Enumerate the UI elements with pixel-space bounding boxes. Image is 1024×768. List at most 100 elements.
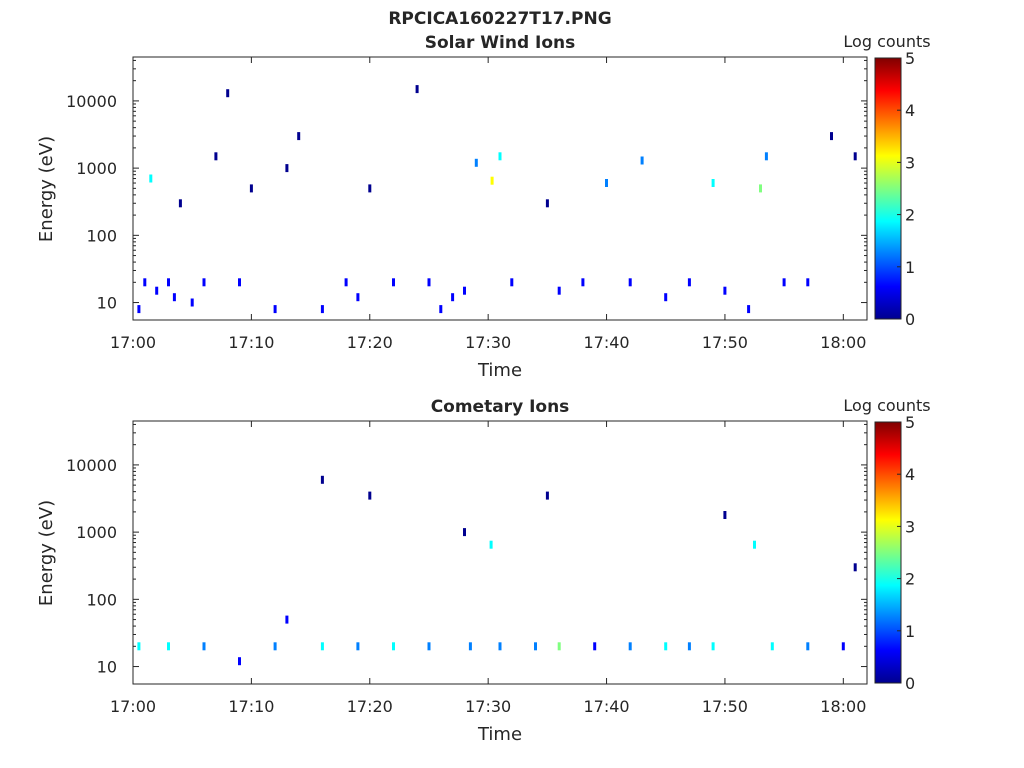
data-cell	[759, 184, 762, 193]
y-axis-label: Energy (eV)	[36, 500, 57, 606]
data-cell	[545, 199, 549, 208]
data-cell	[489, 540, 493, 549]
colorbar-tick-label: 4	[905, 101, 915, 120]
x-tick-label: 17:10	[228, 333, 274, 352]
y-tick-label: 100	[86, 590, 117, 609]
data-cell	[782, 278, 786, 287]
x-tick-label: 17:00	[110, 697, 156, 716]
colorbar-label: Log counts	[843, 32, 930, 51]
data-cell	[498, 152, 502, 161]
data-cell	[841, 642, 845, 651]
data-cell	[474, 158, 478, 167]
data-cell	[628, 642, 632, 651]
data-cell	[439, 305, 443, 314]
data-cell	[415, 85, 419, 94]
data-cell	[368, 184, 372, 193]
x-tick-label: 17:20	[347, 697, 393, 716]
data-cell	[723, 511, 727, 519]
data-cell	[273, 305, 277, 314]
data-cell	[202, 278, 206, 287]
data-cell	[172, 293, 176, 302]
x-tick-label: 17:00	[110, 333, 156, 352]
colorbar-tick-label: 0	[905, 310, 915, 329]
data-cell	[137, 642, 141, 651]
data-cell	[155, 286, 159, 295]
panel-title: Solar Wind Ions	[425, 33, 576, 53]
colorbar-tick-label: 2	[905, 206, 915, 225]
colorbar-label: Log counts	[843, 396, 930, 415]
data-cell	[167, 642, 170, 651]
data-cell	[238, 278, 241, 287]
data-cell	[368, 491, 372, 500]
x-axis-label: Time	[477, 360, 522, 381]
colorbar-tick-label: 4	[905, 465, 915, 484]
colorbar-tick-label: 3	[905, 517, 915, 536]
colorbar-tick-label: 1	[905, 622, 915, 641]
data-cell	[238, 657, 241, 666]
data-cell	[344, 278, 348, 287]
data-cell	[427, 278, 431, 287]
data-cell	[427, 642, 431, 651]
data-cell	[830, 132, 833, 141]
colorbar	[874, 421, 902, 684]
panel-title: Cometary Ions	[431, 397, 570, 417]
data-cell	[593, 642, 597, 651]
data-cell	[285, 615, 289, 624]
data-cell	[753, 540, 756, 549]
data-cell	[711, 642, 715, 651]
data-cell	[557, 286, 561, 295]
y-tick-label: 10000	[66, 92, 117, 111]
colorbar-tick-label: 3	[905, 153, 915, 172]
data-cell	[764, 152, 768, 161]
colorbar-tick-label: 5	[905, 49, 915, 68]
data-cell	[770, 642, 774, 651]
data-cell	[664, 642, 668, 651]
x-tick-label: 17:10	[228, 697, 274, 716]
data-cell	[628, 278, 632, 287]
plot-area	[132, 56, 868, 321]
data-cell	[723, 286, 727, 295]
data-cell	[664, 293, 668, 302]
panel-cometary: Cometary Ions 17:00 17:10 17:20 17:30 17:40 1…	[36, 396, 931, 745]
data-cell	[214, 152, 218, 161]
data-cell	[806, 642, 810, 651]
x-axis-label: Time	[477, 724, 522, 745]
y-tick-label: 1000	[76, 159, 117, 178]
data-cell	[806, 278, 810, 287]
colorbar-tick-label: 1	[905, 258, 915, 277]
data-cell	[545, 491, 549, 500]
y-tick-label: 10000	[66, 456, 117, 475]
data-cell	[285, 164, 289, 173]
y-tick-label: 10	[97, 658, 117, 677]
data-cell	[273, 642, 277, 651]
x-tick-label: 17:40	[583, 697, 629, 716]
data-cell	[190, 298, 194, 307]
data-cell	[149, 174, 153, 183]
x-tick-label: 17:40	[583, 333, 629, 352]
plot-area	[132, 420, 868, 685]
data-cell	[498, 642, 502, 651]
data-cell	[605, 179, 608, 187]
data-cell	[451, 293, 455, 302]
y-tick-label: 10	[97, 294, 117, 313]
x-tick-label: 18:00	[820, 333, 866, 352]
data-cell	[687, 642, 691, 651]
data-cell	[356, 293, 360, 302]
data-cell	[581, 278, 585, 287]
data-cell	[534, 642, 537, 651]
data-cell	[510, 278, 514, 287]
data-cell	[178, 199, 182, 208]
data-cell	[490, 176, 494, 185]
data-cell	[463, 528, 466, 537]
data-cell	[853, 152, 857, 161]
colorbar	[874, 57, 902, 320]
y-tick-label: 1000	[76, 523, 117, 542]
x-tick-label: 18:00	[820, 697, 866, 716]
data-cell	[320, 642, 324, 651]
y-axis-label: Energy (eV)	[36, 136, 57, 242]
colorbar-tick-label: 2	[905, 570, 915, 589]
x-tick-label: 17:30	[465, 333, 511, 352]
colorbar-tick-label: 0	[905, 674, 915, 693]
colorbar-tick-label: 5	[905, 413, 915, 432]
